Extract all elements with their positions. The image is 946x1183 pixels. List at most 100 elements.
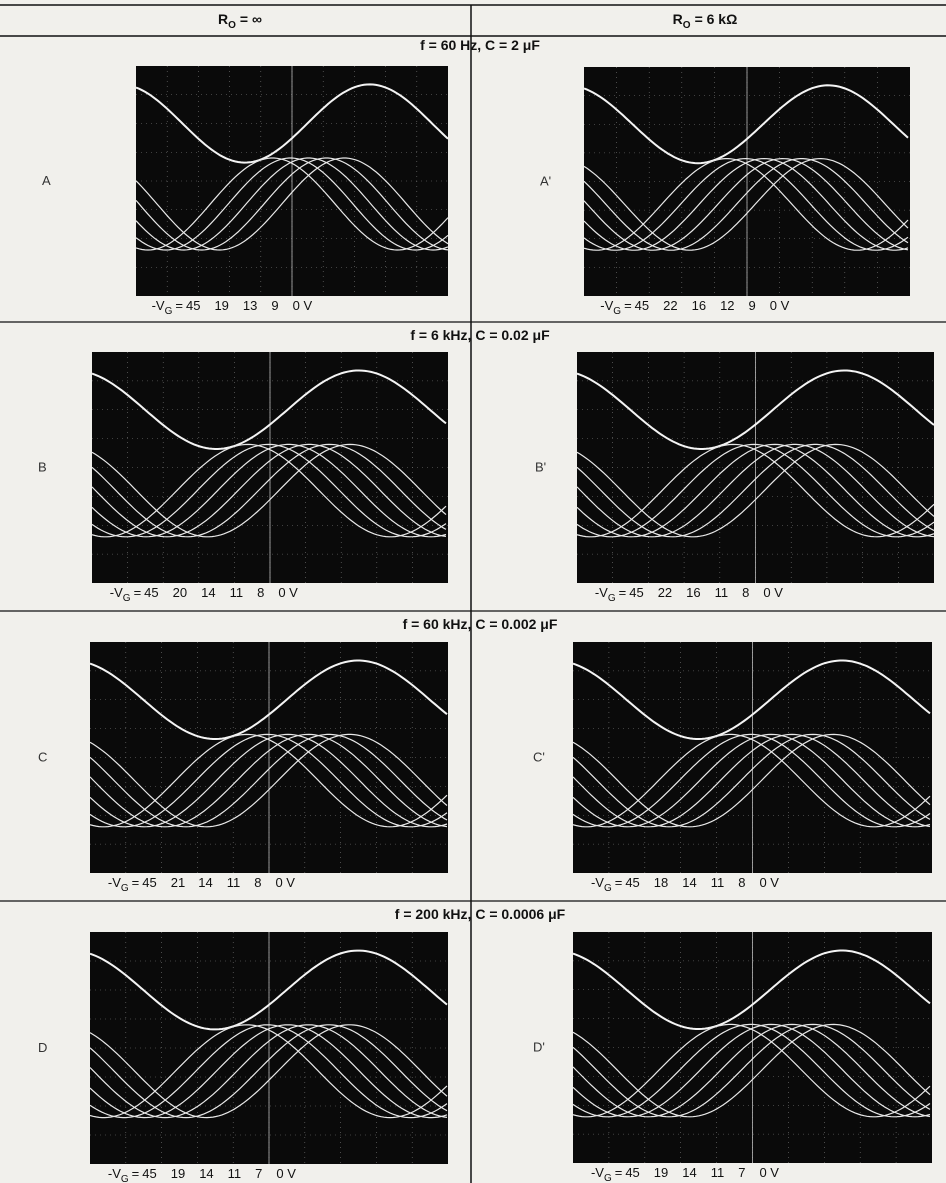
vg-prefix: -V bbox=[110, 585, 123, 600]
vg-value: 0 V bbox=[763, 585, 783, 600]
vg-value: 7 bbox=[738, 1165, 745, 1180]
vg-equals: = bbox=[132, 1166, 140, 1181]
figure: RO= ∞ RO= 6 kΩ f = 60 Hz, C = 2 μFA-VG=4… bbox=[0, 0, 946, 1183]
vg-value: 11 bbox=[711, 1165, 725, 1180]
vg-label: -VG=45 19 14 11 7 0 V bbox=[591, 1165, 779, 1183]
vg-subscript: G bbox=[604, 1173, 612, 1183]
condition: f = 60 Hz, C = 2 μF bbox=[420, 37, 540, 53]
column-header: RO = ∞ bbox=[218, 11, 262, 31]
vg-prefix: -V bbox=[108, 1166, 121, 1181]
vg-subscript: G bbox=[608, 593, 616, 604]
vg-value: 11 bbox=[227, 875, 241, 890]
vg-value: 22 bbox=[658, 585, 672, 600]
vg-value: 45 bbox=[142, 1166, 156, 1181]
subscript: O bbox=[228, 20, 236, 31]
vg-value: 45 bbox=[625, 875, 639, 890]
value: = 6 kΩ bbox=[695, 11, 738, 27]
vg-equals: = bbox=[175, 298, 183, 313]
vg-value: 11 bbox=[228, 1166, 242, 1181]
vg-value: 14 bbox=[199, 1166, 213, 1181]
vg-value: 0 V bbox=[278, 585, 298, 600]
vg-equals: = bbox=[624, 298, 632, 313]
vg-value: 16 bbox=[686, 585, 700, 600]
vg-value: 0 V bbox=[770, 298, 790, 313]
vg-subscript: G bbox=[121, 883, 129, 894]
vg-value: 13 bbox=[243, 298, 257, 313]
condition: f = 6 kHz, C = 0.02 μF bbox=[410, 327, 550, 343]
vg-value: 0 V bbox=[759, 1165, 779, 1180]
vg-value: 0 V bbox=[276, 1166, 296, 1181]
vg-equals: = bbox=[615, 875, 623, 890]
vg-label: -VG=45 19 13 9 0 V bbox=[152, 298, 313, 317]
vg-value: 0 V bbox=[293, 298, 313, 313]
vg-equals: = bbox=[132, 875, 140, 890]
vg-value: 16 bbox=[692, 298, 706, 313]
panel-label: C bbox=[38, 750, 47, 765]
vg-label: -VG=45 19 14 11 7 0 V bbox=[108, 1166, 296, 1183]
vg-value: 45 bbox=[186, 298, 200, 313]
vg-value: 18 bbox=[654, 875, 668, 890]
vg-value: 11 bbox=[715, 585, 729, 600]
vg-value: 14 bbox=[682, 1165, 696, 1180]
vg-label: -VG=45 20 14 11 8 0 V bbox=[110, 585, 298, 604]
vg-prefix: -V bbox=[595, 585, 608, 600]
vg-prefix: -V bbox=[108, 875, 121, 890]
vg-subscript: G bbox=[121, 1174, 129, 1183]
vg-label: -VG=45 22 16 12 9 0 V bbox=[600, 298, 789, 317]
vg-value: 19 bbox=[654, 1165, 668, 1180]
vg-value: 8 bbox=[738, 875, 745, 890]
vg-value: 8 bbox=[257, 585, 264, 600]
panel-label: A' bbox=[540, 174, 551, 189]
vg-label: -VG=45 22 16 11 8 0 V bbox=[595, 585, 783, 604]
panel-label: B' bbox=[535, 460, 546, 475]
vg-value: 8 bbox=[742, 585, 749, 600]
subscript: O bbox=[683, 20, 691, 31]
condition: f = 60 kHz, C = 0.002 μF bbox=[403, 616, 558, 632]
column-header: RO = 6 kΩ bbox=[673, 11, 738, 31]
vg-subscript: G bbox=[613, 306, 621, 317]
vg-equals: = bbox=[134, 585, 142, 600]
vg-value: 14 bbox=[198, 875, 212, 890]
vg-subscript: G bbox=[123, 593, 131, 604]
vg-value: 22 bbox=[663, 298, 677, 313]
vg-value: 14 bbox=[201, 585, 215, 600]
panel-label: A bbox=[42, 173, 51, 188]
vg-value: 19 bbox=[171, 1166, 185, 1181]
vg-value: 11 bbox=[711, 875, 725, 890]
panel-label: D' bbox=[533, 1040, 545, 1055]
vg-subscript: G bbox=[604, 883, 612, 894]
vg-value: 11 bbox=[230, 585, 244, 600]
vg-value: 7 bbox=[255, 1166, 262, 1181]
panel-label: B bbox=[38, 460, 47, 475]
vg-prefix: -V bbox=[600, 298, 613, 313]
vg-value: 21 bbox=[171, 875, 185, 890]
condition: f = 200 kHz, C = 0.0006 μF bbox=[395, 906, 566, 922]
vg-value: 45 bbox=[142, 875, 156, 890]
panel-label: C' bbox=[533, 750, 545, 765]
vg-value: 12 bbox=[720, 298, 734, 313]
vg-value: 19 bbox=[214, 298, 228, 313]
vg-value: 45 bbox=[635, 298, 649, 313]
panel-label: D bbox=[38, 1040, 47, 1055]
vg-value: 9 bbox=[749, 298, 756, 313]
vg-value: 9 bbox=[271, 298, 278, 313]
vg-value: 14 bbox=[682, 875, 696, 890]
vg-label: -VG=45 21 14 11 8 0 V bbox=[108, 875, 295, 894]
vg-prefix: -V bbox=[591, 875, 604, 890]
symbol: R bbox=[218, 11, 228, 27]
vg-value: 0 V bbox=[759, 875, 779, 890]
vg-equals: = bbox=[615, 1165, 623, 1180]
vg-value: 8 bbox=[254, 875, 261, 890]
value: = ∞ bbox=[240, 11, 262, 27]
vg-value: 45 bbox=[625, 1165, 639, 1180]
vg-subscript: G bbox=[165, 306, 173, 317]
vg-equals: = bbox=[619, 585, 627, 600]
vg-value: 45 bbox=[144, 585, 158, 600]
symbol: R bbox=[673, 11, 683, 27]
vg-value: 20 bbox=[173, 585, 187, 600]
vg-prefix: -V bbox=[152, 298, 165, 313]
vg-value: 0 V bbox=[275, 875, 295, 890]
vg-value: 45 bbox=[629, 585, 643, 600]
vg-label: -VG=45 18 14 11 8 0 V bbox=[591, 875, 779, 894]
vg-prefix: -V bbox=[591, 1165, 604, 1180]
